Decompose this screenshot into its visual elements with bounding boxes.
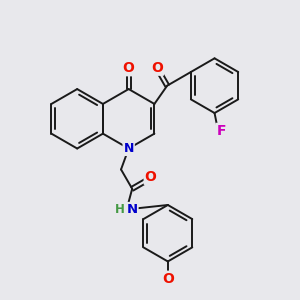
Text: O: O — [162, 272, 174, 286]
Text: O: O — [123, 61, 135, 75]
Text: F: F — [216, 124, 226, 138]
Text: H: H — [115, 203, 125, 216]
Text: O: O — [151, 61, 163, 75]
Text: N: N — [126, 203, 138, 216]
Text: O: O — [145, 170, 157, 184]
Text: N: N — [124, 142, 134, 155]
